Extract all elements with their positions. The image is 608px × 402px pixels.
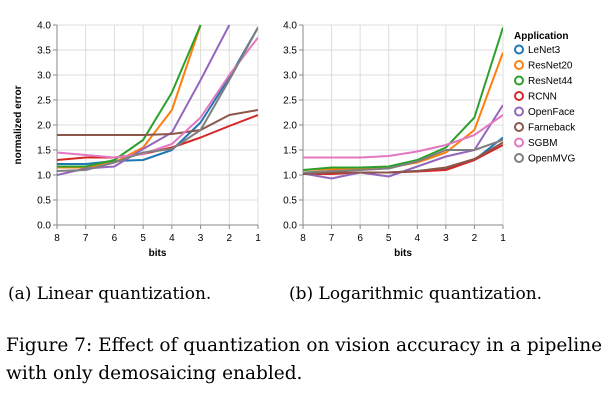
x-axis-title-b: bits xyxy=(394,248,412,259)
y-tick-label-b: 1.0 xyxy=(283,171,297,182)
x-tick-label-a: 2 xyxy=(227,233,233,244)
legend-title: Application xyxy=(514,31,568,42)
subcaption-b: (b) Logarithmic quantization. xyxy=(289,284,543,304)
y-tick-label-a: 2.0 xyxy=(37,121,51,132)
x-tick-label-a: 4 xyxy=(169,233,175,244)
legend-label-lenet3: LeNet3 xyxy=(528,45,561,56)
series-line-a-openmvg xyxy=(57,27,258,172)
y-tick-label-b: 2.0 xyxy=(283,121,297,132)
y-tick-label-a: 0.0 xyxy=(37,221,51,232)
x-axis-title-a: bits xyxy=(149,248,167,259)
y-tick-label-b: 0.5 xyxy=(283,196,297,207)
legend-label-farneback: Farneback xyxy=(528,123,576,134)
series-line-b-farneback xyxy=(303,141,503,175)
figure-caption: Figure 7: Effect of quantization on visi… xyxy=(6,335,603,384)
x-tick-label-a: 6 xyxy=(112,233,118,244)
y-tick-label-b: 3.0 xyxy=(283,71,297,82)
y-tick-label-b: 2.5 xyxy=(283,96,297,107)
series-line-a-lenet3 xyxy=(57,27,258,165)
y-tick-label-b: 3.5 xyxy=(283,46,297,57)
legend-label-resnet20: ResNet20 xyxy=(528,61,573,72)
x-tick-label-a: 7 xyxy=(83,233,89,244)
series-line-b-resnet20 xyxy=(303,52,503,171)
x-tick-label-b: 7 xyxy=(329,233,335,244)
series-line-a-sgbm xyxy=(57,36,258,159)
x-tick-label-b: 4 xyxy=(415,233,421,244)
x-tick-label-b: 1 xyxy=(500,233,506,244)
x-tick-label-a: 3 xyxy=(198,233,204,244)
legend-label-openmvg: OpenMVG xyxy=(528,154,575,165)
y-tick-label-a: 2.5 xyxy=(37,96,51,107)
x-tick-label-b: 2 xyxy=(472,233,478,244)
legend-marker-openface xyxy=(514,106,524,117)
legend-marker-resnet44 xyxy=(514,75,524,86)
y-tick-label-a: 3.5 xyxy=(37,46,51,57)
series-line-b-openmvg xyxy=(303,139,503,174)
series-line-b-sgbm xyxy=(303,114,503,159)
legend-label-rcnn: RCNN xyxy=(528,92,557,103)
series-line-a-openface xyxy=(57,24,231,176)
legend-marker-rcnn xyxy=(514,91,524,101)
y-tick-label-b: 0.0 xyxy=(283,221,297,232)
y-tick-label-a: 0.5 xyxy=(37,196,51,207)
legend-marker-resnet20 xyxy=(514,60,524,70)
legend-marker-farneback xyxy=(514,122,524,132)
series-line-a-farneback xyxy=(57,109,258,136)
series-line-a-rcnn xyxy=(57,114,258,161)
x-tick-label-b: 8 xyxy=(300,233,306,244)
x-tick-label-b: 3 xyxy=(443,233,449,244)
legend-label-resnet44: ResNet44 xyxy=(528,76,573,87)
x-tick-label-a: 1 xyxy=(255,233,261,244)
y-tick-label-a: 3.0 xyxy=(37,71,51,82)
y-tick-label-b: 1.5 xyxy=(283,146,297,157)
legend-label-sgbm: SGBM xyxy=(528,138,557,149)
series-line-a-resnet20 xyxy=(57,24,202,169)
x-tick-label-a: 8 xyxy=(54,233,60,244)
subcaption-a: (a) Linear quantization. xyxy=(8,284,212,304)
legend-marker-openmvg xyxy=(514,153,524,163)
series-line-a-resnet44 xyxy=(57,24,202,168)
legend-label-openface: OpenFace xyxy=(528,107,575,118)
series-line-b-resnet44 xyxy=(303,27,503,171)
y-tick-label-a: 4.0 xyxy=(37,21,51,32)
y-tick-label-b: 4.0 xyxy=(283,21,297,32)
y-axis-title-a: normalized error xyxy=(13,85,24,164)
x-tick-label-a: 5 xyxy=(140,233,146,244)
legend-marker-sgbm xyxy=(514,137,524,148)
x-tick-label-b: 5 xyxy=(386,233,392,244)
y-tick-label-a: 1.5 xyxy=(37,146,51,157)
legend-marker-lenet3 xyxy=(514,44,524,55)
y-tick-label-a: 1.0 xyxy=(37,171,51,182)
x-tick-label-b: 6 xyxy=(357,233,363,244)
